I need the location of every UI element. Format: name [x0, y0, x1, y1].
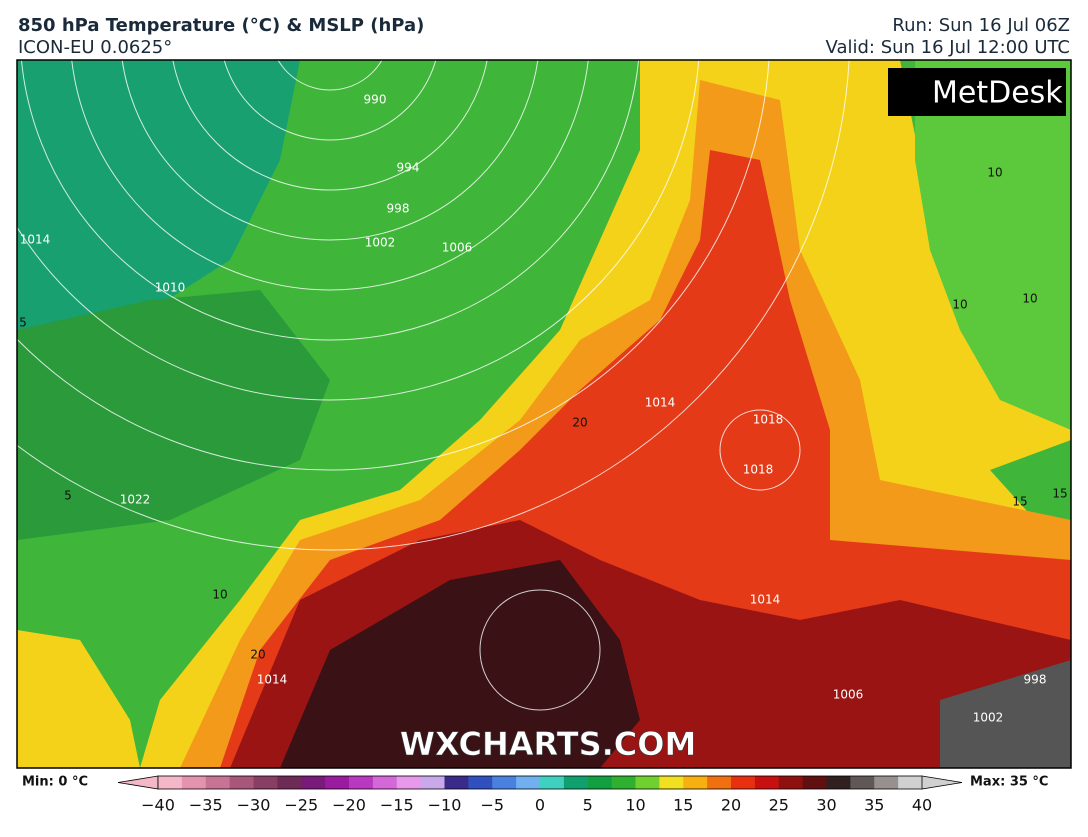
- colorbar-swatch: [181, 776, 207, 789]
- colorbar-arrow-left: [117, 775, 159, 790]
- region-teal: [17, 60, 300, 360]
- run-time: Run: Sun 16 Jul 06Z: [892, 15, 1070, 36]
- colorbar-tick-label: −25: [284, 796, 318, 815]
- temperature-label: 5: [64, 489, 72, 503]
- colorbar-tick-label: −30: [237, 796, 271, 815]
- subtitle: ICON-EU 0.0625°: [18, 37, 172, 58]
- colorbar-tick-label: −15: [380, 796, 414, 815]
- temperature-label: 15: [1012, 495, 1027, 509]
- colorbar-swatch: [468, 776, 493, 789]
- colorbar-tick-label: −20: [332, 796, 366, 815]
- colorbar-swatch: [707, 776, 732, 789]
- isobar-label: 994: [397, 161, 420, 175]
- isobar-label: 1010: [155, 281, 186, 295]
- colorbar-swatch: [492, 776, 517, 789]
- watermark: WXCHARTS.COM: [400, 725, 697, 763]
- colorbar-tick-label: −35: [189, 796, 223, 815]
- colorbar-swatch: [874, 776, 899, 789]
- region-gray: [940, 660, 1071, 768]
- region-dark-green: [17, 290, 330, 540]
- temperature-label: 10: [987, 166, 1002, 180]
- isobar-label: 1006: [442, 241, 473, 255]
- title: 850 hPa Temperature (°C) & MSLP (hPa): [18, 15, 424, 36]
- colorbar-border: [157, 775, 923, 790]
- isobar-label: 1014: [20, 233, 51, 247]
- colorbar: −40 −35 −30 −25 −20 −15 −10 −5 0 5 10 15 20 25 30 35 40: [117, 775, 963, 815]
- valid-time: Valid: Sun 16 Jul 12:00 UTC: [826, 37, 1070, 58]
- colorbar-swatch: [158, 776, 183, 789]
- region-yellow-sw: [17, 630, 140, 768]
- colorbar-swatch: [659, 776, 684, 789]
- colorbar-tick-label: 25: [769, 796, 789, 815]
- isobar-label: 1006: [833, 688, 864, 702]
- isobar-label: 1002: [365, 236, 396, 250]
- isobar-label: 1002: [973, 711, 1004, 725]
- colorbar-swatch: [253, 776, 278, 789]
- colorbar-swatch: [325, 776, 350, 789]
- isobar-label: 1018: [743, 463, 774, 477]
- colorbar-swatch: [372, 776, 398, 789]
- temperature-label: 5: [19, 316, 27, 330]
- temperature-label: 10: [1022, 292, 1037, 306]
- isobar-label: 1014: [257, 673, 288, 687]
- colorbar-tick-label: 20: [721, 796, 741, 815]
- colorbar-tick-label: 15: [673, 796, 693, 815]
- map-border: [16, 59, 1072, 769]
- temperature-label: 10: [952, 298, 967, 312]
- colorbar-swatch: [731, 776, 756, 789]
- colorbar-arrow-right: [921, 775, 963, 790]
- isobar-label: 998: [1024, 673, 1047, 687]
- region-green-east: [915, 60, 1071, 430]
- colorbar-swatch: [277, 776, 302, 789]
- colorbar-swatch: [635, 776, 660, 789]
- logo-box: [888, 68, 1066, 116]
- colorbar-swatch: [396, 776, 422, 789]
- temperature-label: 10: [212, 588, 227, 602]
- colorbar-tick-label: −5: [480, 796, 504, 815]
- colorbar-swatch: [898, 776, 923, 789]
- temperature-label: 15: [1052, 487, 1067, 501]
- region-darkest: [280, 560, 640, 768]
- temperature-label: 20: [572, 416, 587, 430]
- max-label: Max: 35 °C: [970, 775, 1048, 790]
- colorbar-tick-label: 35: [864, 796, 884, 815]
- colorbar-swatch: [229, 776, 254, 789]
- colorbar-tick-label: −40: [141, 796, 175, 815]
- isobar-label: 1018: [753, 413, 784, 427]
- colorbar-swatch: [826, 776, 851, 789]
- colorbar-swatch: [516, 776, 541, 789]
- colorbar-swatch: [205, 776, 231, 789]
- isobar-label: 1022: [120, 493, 151, 507]
- colorbar-swatch: [563, 776, 589, 789]
- isobar-label: 998: [387, 202, 410, 216]
- isobar-label: 990: [364, 93, 387, 107]
- colorbar-swatch: [301, 776, 326, 789]
- colorbar-tick-label: 0: [535, 796, 545, 815]
- colorbar-swatch: [778, 776, 804, 789]
- colorbar-swatch: [611, 776, 636, 789]
- min-label: Min: 0 °C: [22, 775, 88, 790]
- colorbar-swatch: [587, 776, 613, 789]
- colorbar-swatch: [802, 776, 827, 789]
- colorbar-tick-label: 5: [583, 796, 593, 815]
- colorbar-tick-label: −10: [428, 796, 462, 815]
- temperature-label: 20: [250, 648, 265, 662]
- colorbar-swatch: [444, 776, 469, 789]
- colorbar-swatch: [540, 776, 565, 789]
- logo: MetDesk: [932, 76, 1063, 111]
- colorbar-tick-label: 30: [816, 796, 836, 815]
- isobars: [17, 60, 850, 711]
- colorbar-swatch: [349, 776, 374, 789]
- isobar-label: 1014: [750, 593, 781, 607]
- colorbar-swatch: [420, 776, 445, 789]
- colorbar-swatch: [754, 776, 780, 789]
- isobar-label: 1014: [645, 396, 676, 410]
- colorbar-swatch: [683, 776, 708, 789]
- colorbar-tick-label: 40: [912, 796, 932, 815]
- colorbar-tick-label: 10: [625, 796, 645, 815]
- colorbar-swatch: [850, 776, 875, 789]
